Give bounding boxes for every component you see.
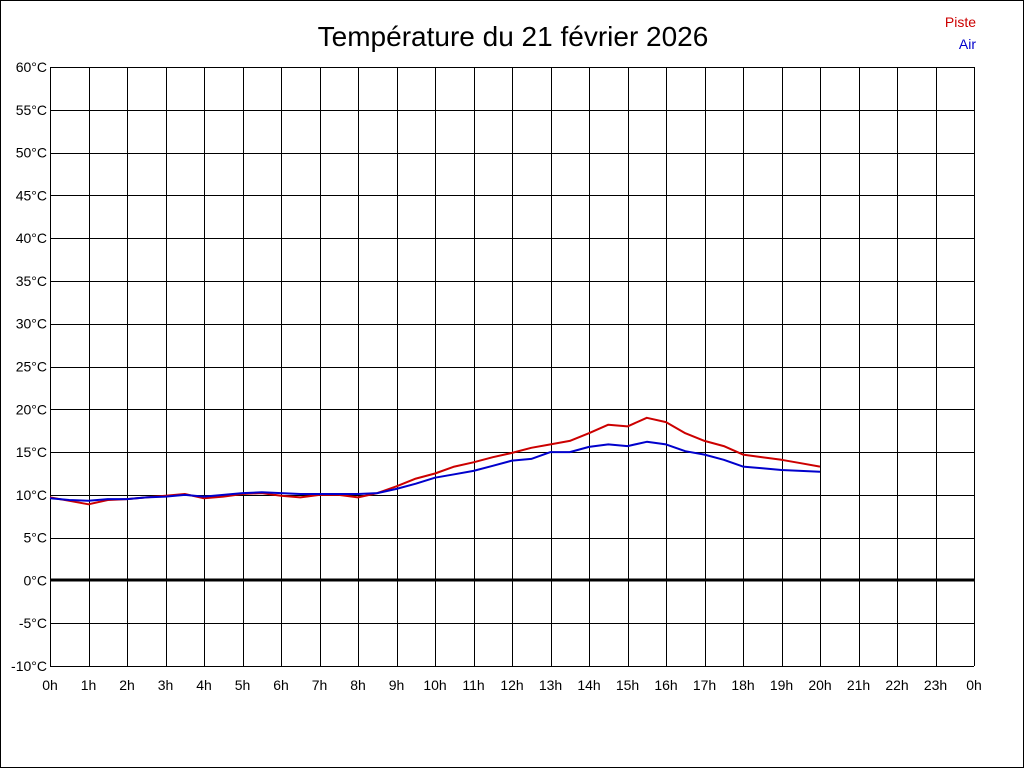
x-tick-label: 17h xyxy=(693,677,716,693)
x-tick-label: 20h xyxy=(808,677,831,693)
x-tick-label: 22h xyxy=(885,677,908,693)
x-tick-label: 8h xyxy=(350,677,366,693)
x-tick-label: 3h xyxy=(158,677,174,693)
x-tick-label: 0h xyxy=(42,677,58,693)
y-tick-label: -10°C xyxy=(11,658,47,674)
x-tick-label: 1h xyxy=(81,677,97,693)
y-tick-label: 30°C xyxy=(16,316,47,332)
y-tick-label: 40°C xyxy=(16,230,47,246)
legend-entry-air: Air xyxy=(959,36,976,52)
axes: 0h 1h 2h 3h 4h 5h 6h 7h 8h 9h 10h 11h 12h 13h 14h 15h 16… xyxy=(11,59,982,693)
x-tick-label: 10h xyxy=(423,677,446,693)
chart-title: Température du 21 février 2026 xyxy=(318,21,709,52)
x-tick-label: 9h xyxy=(389,677,405,693)
legend-entry-piste: Piste xyxy=(945,14,976,30)
x-tick-label: 6h xyxy=(273,677,289,693)
x-tick-label: 7h xyxy=(312,677,328,693)
x-tick-label: 14h xyxy=(577,677,600,693)
x-tick-label: 11h xyxy=(462,677,484,693)
x-tick-label: 4h xyxy=(196,677,212,693)
x-tick-label: 19h xyxy=(770,677,793,693)
series-lines xyxy=(49,416,821,506)
y-tick-label: 55°C xyxy=(16,102,47,118)
y-tick-label: 50°C xyxy=(16,145,47,161)
x-tick-label: 2h xyxy=(119,677,135,693)
y-tick-label: 60°C xyxy=(16,59,47,75)
x-tick-label: 0h xyxy=(966,677,982,693)
y-tick-label: 0°C xyxy=(24,572,48,588)
x-tick-label: 5h xyxy=(235,677,251,693)
y-tick-label: 15°C xyxy=(16,444,47,460)
x-tick-label: 12h xyxy=(500,677,523,693)
grid xyxy=(50,67,975,667)
legend: Piste Air xyxy=(945,14,976,52)
y-tick-label: 25°C xyxy=(16,359,47,375)
y-tick-label: 5°C xyxy=(24,530,48,546)
x-tick-label: 21h xyxy=(847,677,870,693)
x-tick-label: 23h xyxy=(924,677,947,693)
y-tick-label: -5°C xyxy=(19,615,47,631)
y-tick-label: 10°C xyxy=(16,487,47,503)
x-tick-label: 16h xyxy=(654,677,677,693)
series-line-air xyxy=(49,440,821,502)
x-tick-label: 13h xyxy=(539,677,562,693)
y-tick-label: 20°C xyxy=(16,401,47,417)
x-tick-label: 18h xyxy=(731,677,754,693)
y-tick-label: 35°C xyxy=(16,273,47,289)
y-tick-label: 45°C xyxy=(16,187,47,203)
x-tick-label: 15h xyxy=(616,677,639,693)
